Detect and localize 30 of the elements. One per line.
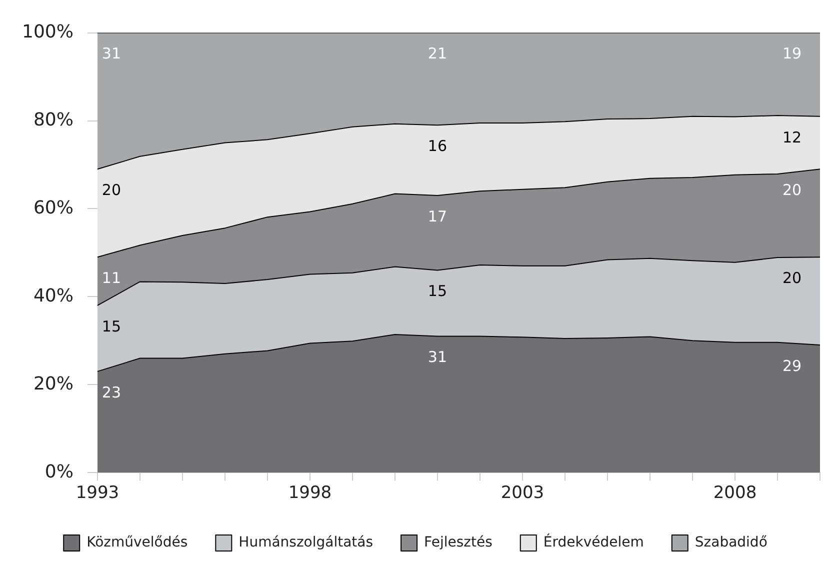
legend-label: Érdekvédelem <box>543 534 644 551</box>
data-label: 12 <box>782 128 802 146</box>
data-label: 19 <box>782 44 802 63</box>
data-label: 21 <box>428 44 448 63</box>
y-tick-label: 0% <box>44 461 74 482</box>
data-label: 29 <box>782 356 802 375</box>
data-label: 31 <box>102 44 122 63</box>
x-tick-label: 1998 <box>288 483 332 504</box>
data-label: 17 <box>428 207 448 226</box>
x-tick-label: 2008 <box>713 483 757 504</box>
data-label: 31 <box>428 348 448 366</box>
x-tick-label: 1993 <box>76 483 120 504</box>
data-label: 16 <box>428 137 448 156</box>
data-label: 20 <box>102 181 122 200</box>
data-label: 20 <box>782 268 802 287</box>
data-label: 20 <box>782 181 802 200</box>
y-tick-label: 20% <box>33 373 74 394</box>
y-tick-label: 100% <box>22 21 74 42</box>
x-tick-label: 2003 <box>500 483 544 504</box>
data-label: 15 <box>428 282 448 300</box>
legend-label: Szabadidő <box>694 534 768 551</box>
y-tick-label: 60% <box>33 197 74 218</box>
legend-label: Közművelődés <box>86 534 188 551</box>
y-tick-label: 40% <box>33 285 74 306</box>
legend-label: Fejlesztés <box>424 534 492 551</box>
y-tick-label: 80% <box>33 109 74 130</box>
legend-label: Humánszolgáltatás <box>238 534 374 551</box>
data-label: 11 <box>102 268 122 287</box>
data-label: 23 <box>102 383 122 402</box>
data-label: 15 <box>102 317 122 336</box>
